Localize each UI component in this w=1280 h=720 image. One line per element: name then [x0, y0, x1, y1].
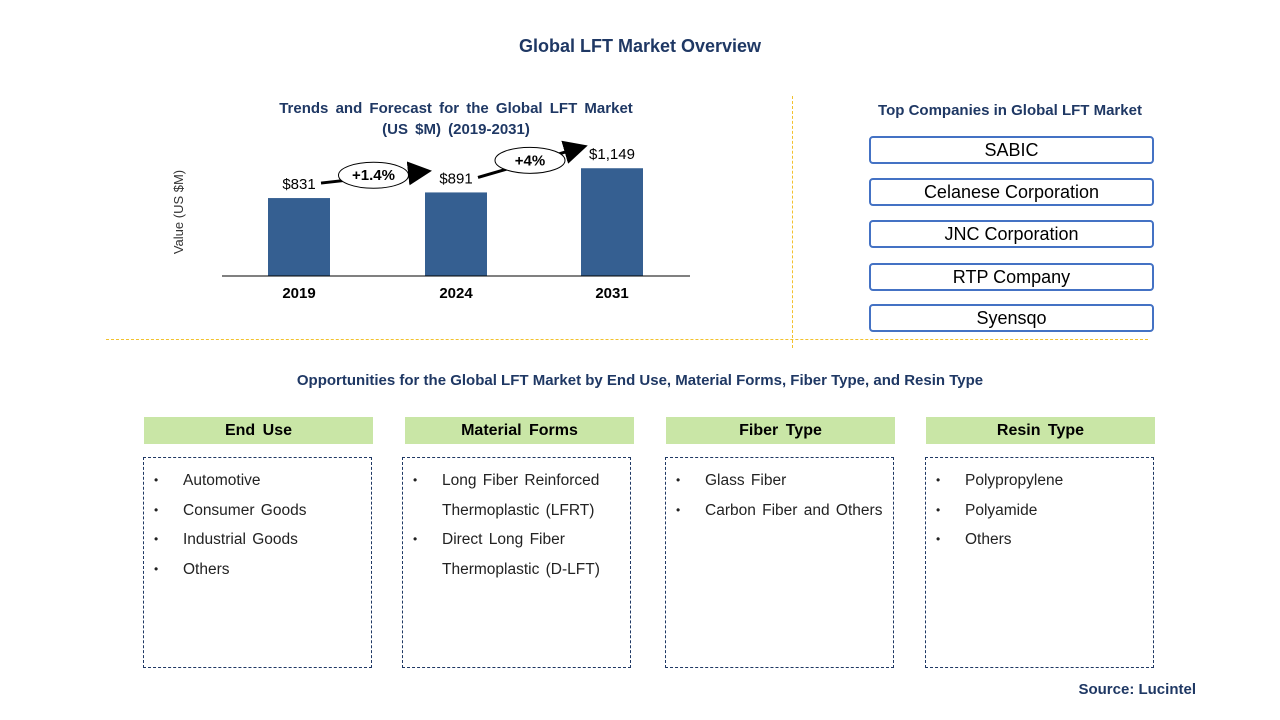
- company-box-sabic: SABIC: [869, 136, 1154, 164]
- companies-title: Top Companies in Global LFT Market: [878, 102, 1142, 119]
- bar-2031: [581, 168, 643, 276]
- x-tick-label-2019: 2019: [282, 285, 315, 302]
- segment-box-resin-type: • Polypropylene • Polyamide • Others: [925, 457, 1154, 668]
- list-item: • Long Fiber Reinforced Thermoplastic (LF…: [403, 466, 630, 525]
- bullet-icon: •: [154, 473, 159, 487]
- segment-header-fiber-type: Fiber Type: [666, 417, 895, 444]
- chart-title-main: Trends and Forecast for the Global LFT M…: [279, 100, 633, 117]
- company-box-celanese: Celanese Corporation: [869, 178, 1154, 206]
- list-item: • Glass Fiber: [666, 466, 893, 496]
- list-item: • Others: [144, 555, 371, 585]
- growth-label-1: +1.4%: [352, 167, 395, 184]
- x-tick-label-2031: 2031: [595, 285, 628, 302]
- bar-2019: [268, 198, 330, 276]
- chart-title: Trends and Forecast for the Global LFT M…: [200, 98, 712, 140]
- growth-label-2: +4%: [515, 152, 545, 169]
- bullet-icon: •: [413, 532, 418, 546]
- list-item: • Consumer Goods: [144, 496, 371, 526]
- list-item: • Industrial Goods: [144, 525, 371, 555]
- source-note: Source: Lucintel: [1078, 681, 1196, 698]
- bullet-icon: •: [936, 532, 941, 546]
- segment-header-resin-type: Resin Type: [926, 417, 1155, 444]
- list-item: • Polypropylene: [926, 466, 1153, 496]
- opportunities-title: Opportunities for the Global LFT Market …: [296, 372, 984, 389]
- chart-subtitle: (US $M) (2019-2031): [382, 121, 530, 138]
- segment-header-material-forms: Material Forms: [405, 417, 634, 444]
- data-label-2031: $1,149: [589, 146, 635, 163]
- bullet-icon: •: [154, 561, 159, 576]
- segment-header-end-use: End Use: [144, 417, 373, 444]
- bullet-icon: •: [413, 473, 418, 487]
- bar-2024: [425, 192, 487, 276]
- list-item: • Polyamide: [926, 496, 1153, 526]
- company-box-rtp: RTP Company: [869, 263, 1154, 291]
- page-title: Global LFT Market Overview: [518, 36, 762, 56]
- bar-chart: $831 2019 $891 2024 $1,149 2031 +1.4% +4%: [222, 140, 690, 302]
- x-tick-label-2024: 2024: [439, 285, 473, 302]
- bullet-icon: •: [936, 502, 941, 517]
- list-item: • Direct Long Fiber Thermoplastic (D-LFT): [403, 525, 630, 584]
- horizontal-divider: [106, 339, 1148, 340]
- bullet-icon: •: [676, 502, 681, 517]
- bullet-icon: •: [154, 532, 159, 546]
- company-box-syensqo: Syensqo: [869, 304, 1154, 332]
- bullet-icon: •: [154, 502, 159, 517]
- growth-callout-2: [494, 146, 566, 174]
- list-item: • Others: [926, 525, 1153, 555]
- list-item: • Carbon Fiber and Others: [666, 496, 893, 526]
- bullet-icon: •: [676, 473, 681, 487]
- segment-box-material-forms: • Long Fiber Reinforced Thermoplastic (LF…: [402, 457, 631, 668]
- data-label-2019: $831: [282, 176, 315, 193]
- vertical-divider: [792, 96, 793, 348]
- list-item: • Automotive: [144, 466, 371, 496]
- data-label-2024: $891: [439, 170, 472, 187]
- company-box-jnc: JNC Corporation: [869, 220, 1154, 248]
- segment-box-end-use: • Automotive • Consumer Goods • Industrial …: [143, 457, 372, 668]
- segment-box-fiber-type: • Glass Fiber • Carbon Fiber and Others: [665, 457, 894, 668]
- bullet-icon: •: [936, 473, 941, 487]
- growth-callout-1: [338, 161, 409, 189]
